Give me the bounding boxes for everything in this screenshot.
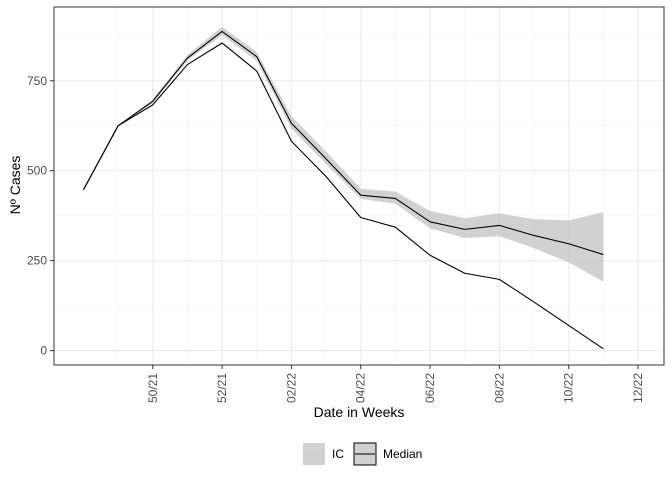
x-tick-label: 10/22 [562,373,576,403]
legend-item-median: Median [353,442,422,466]
legend-label-ic: IC [332,447,344,461]
confidence-ribbon [83,26,604,282]
x-axis-title: Date in Weeks [314,404,405,420]
y-tick-label: 0 [40,344,47,358]
observed-series-line [82,42,604,350]
ic-ribbon [83,26,604,282]
series-lines [82,30,604,350]
x-tick-label: 08/22 [492,373,506,403]
y-tick-label: 500 [27,164,47,178]
y-axis-title: Nº Cases [7,156,23,215]
x-tick-label: 12/22 [631,373,645,403]
legend-label-median: Median [383,447,422,461]
x-tick-label: 06/22 [423,373,437,403]
x-tick-label: 52/21 [215,373,229,403]
x-tick-label: 02/22 [284,373,298,403]
median-series-line [82,30,604,256]
panel-border [53,6,665,366]
legend-item-ic: IC [303,443,344,465]
axes: 0 250 500 750 50/21 52/21 02/22 04/22 06/22 08/22… [27,74,645,403]
y-tick-label: 750 [27,74,47,88]
grid [54,7,664,365]
legend: IC Median [303,442,422,466]
x-tick-label: 50/21 [146,373,160,403]
x-tick-label: 04/22 [354,373,368,403]
y-tick-label: 250 [27,254,47,268]
